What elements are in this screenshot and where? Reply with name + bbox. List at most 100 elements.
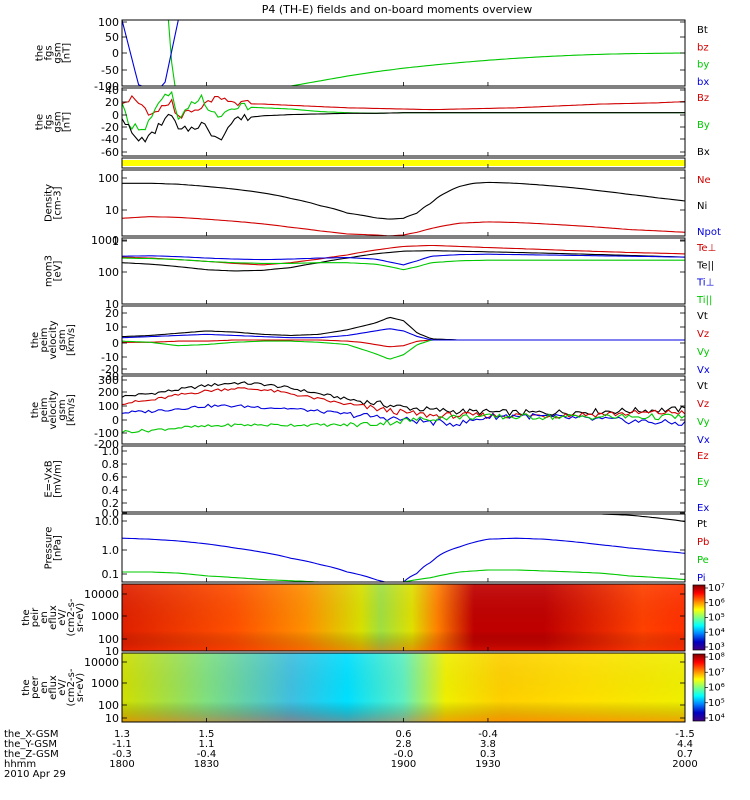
legend-entry-Ey: Ey [697,477,709,488]
y-tick-label: 10 [105,712,119,725]
series-line-Ti|| [122,257,685,271]
plot-area [122,244,685,272]
legend-entry-By: By [697,120,710,131]
y-tick-label: 0.6 [102,471,120,484]
panel-frame [121,445,686,513]
spectrogram-shade [122,584,685,651]
y-axis-label: sr-eV) [75,673,86,702]
y-tick-label: 200 [98,386,119,399]
y-tick-label: 0.0 [102,507,120,520]
x-tick-label: 1900 [391,759,416,770]
legend-entry-Pi: Pi [697,573,706,584]
series-line-Vz [122,339,685,348]
series-line-Pe [122,569,685,582]
y-axis-label: peir [30,607,41,627]
panel-moments_temp: 1000 100 10 mom3[eV] Te⊥ Te|| Ti⊥ Ti|| [44,234,717,311]
plot-area [122,160,685,166]
y-tick-label: 10 [105,321,119,334]
colorbar-tick-label: 10⁴ [708,627,725,638]
panels: 100500-50-100thefgsgsm[nT]Btbzbybx40200-… [21,16,725,725]
x-tick-label: -0.0 [394,749,414,760]
plot-area [122,381,685,434]
y-tick-label: -10 [101,351,119,364]
y-tick-label: 100 [98,16,119,29]
legend-entry-Vz: Vz [697,329,709,340]
y-axis-label: eflux [48,675,59,700]
legend-entry-Vz: Vz [697,399,709,410]
y-tick-label: -20 [101,363,119,376]
panel-frame [121,237,686,305]
y-tick-label: 100 [98,699,119,712]
y-axis-label: the [30,402,41,418]
y-tick-label: 0.1 [102,568,120,581]
y-axis-label: mom3 [44,255,55,287]
legend-entry-Ez: Ez [697,451,709,462]
y-axis-label: fgs [44,114,55,129]
legend-entry-Pe: Pe [697,555,709,566]
y-axis-label: (cm2-s- [66,668,77,706]
legend-entry-Ti||: Ti|| [696,295,712,306]
colorbar-tick-label: 10⁷ [708,667,725,678]
y-axis-label: en [39,611,50,624]
colorbar-tick-label: 10⁸ [708,652,725,663]
y-tick-label: 20 [105,307,119,320]
series-line-Vy [122,339,685,360]
y-tick-label: -100 [94,80,119,93]
y-tick-label: 20 [105,96,119,109]
x-tick-label: 1800 [109,759,134,770]
y-axis-label: gsm [53,111,64,132]
plot-area [122,514,685,582]
y-axis-label: peim [39,327,50,352]
x-tick-label: 4.4 [677,739,693,750]
y-tick-label: 10 [105,645,119,658]
colorbar [692,584,706,651]
flag-band [122,160,685,166]
legend-entry-Vy: Vy [697,417,710,428]
legend-entry-Vt: Vt [697,381,708,392]
x-tick-label: 3.8 [480,739,496,750]
colorbar-tick-label: 10³ [708,642,725,653]
legend-entry-Npot: Npot [697,227,721,238]
y-tick-label: 0 [112,337,119,350]
y-tick-label: -200 [94,438,119,451]
x-tick-label: 1930 [475,759,500,770]
y-tick-label: 50 [105,31,119,44]
chart-title: P4 (TH-E) fields and on-board moments ov… [262,3,533,16]
x-tick-label: 1.1 [198,739,214,750]
y-tick-label: 0 [112,414,119,427]
y-axis-label: [nT] [62,112,73,132]
y-axis-label: fgs [44,45,55,60]
y-tick-label: 0.8 [102,458,120,471]
panel-pressure: 10.0 1.0 0.1 Pressure[nPa] Pt Pb Pe Pi [44,513,709,584]
x-tick-label: 0.6 [396,729,412,740]
legend-entry-Ne: Ne [697,175,711,186]
y-axis-label: the [21,679,32,695]
y-tick-label: 300 [98,374,119,387]
y-axis-label: the [35,114,46,130]
y-tick-label: 40 [105,84,119,97]
legend-entry-Bx: Bx [697,147,710,158]
series-line-Vx [122,328,685,341]
x-tick-label: -1.5 [675,729,695,740]
y-axis-label: [km/s] [66,324,77,356]
plot-area [122,584,685,651]
series-line-Bx [122,112,685,143]
series-line-bx [122,20,179,86]
x-tick-label: 1.3 [114,729,130,740]
y-axis-label: peim [39,397,50,422]
y-axis-label: gsm [53,42,64,63]
x-row-label: the_X-GSM [4,729,58,740]
x-tick-label: -0.4 [478,729,498,740]
y-tick-label: -50 [101,64,119,77]
x-row-label: hhmm [4,759,36,770]
legend-entry-bz: bz [697,42,709,53]
legend-entry-Ni: Ni [697,201,707,212]
y-tick-label: 1 [112,235,119,248]
y-axis-label: sr-eV) [75,603,86,632]
panel-frame [121,87,686,157]
y-tick-label: 0.4 [102,484,120,497]
